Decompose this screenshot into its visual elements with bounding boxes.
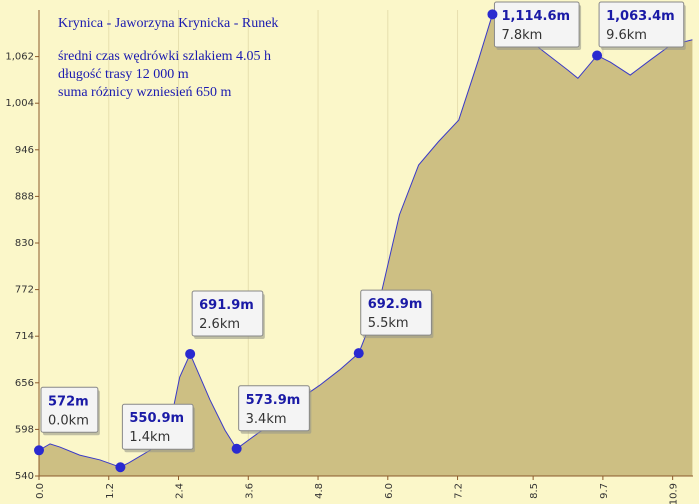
callout-distance: 1.4km bbox=[129, 430, 170, 445]
callout-value: 1,114.6m bbox=[501, 9, 570, 24]
point bbox=[185, 348, 196, 359]
callout-value: 572m bbox=[48, 394, 89, 409]
x-tick-label: 9.7 bbox=[599, 483, 610, 499]
x-tick-label: 2.4 bbox=[175, 483, 186, 499]
callout-box bbox=[360, 289, 432, 336]
callout-value: 573.9m bbox=[246, 393, 301, 408]
y-tick-label: 1,062 bbox=[5, 52, 34, 63]
info-line: długość trasy 12 000 m bbox=[58, 67, 189, 82]
callout: 692.9m 5.5km bbox=[360, 289, 434, 339]
callout-distance: 0.0km bbox=[48, 413, 89, 428]
y-tick-label: 946 bbox=[15, 145, 34, 156]
callout-value: 691.9m bbox=[199, 298, 254, 313]
point bbox=[231, 443, 242, 454]
callout-box bbox=[238, 385, 310, 432]
callout-box bbox=[121, 403, 194, 450]
callout-box bbox=[598, 1, 685, 48]
info-line: suma różnicy wzniesień 650 m bbox=[58, 85, 232, 100]
y-tick-label: 598 bbox=[15, 424, 34, 435]
y-tick-label: 656 bbox=[15, 378, 34, 389]
point bbox=[592, 50, 603, 61]
callout-distance: 9.6km bbox=[606, 28, 647, 43]
y-tick-label: 830 bbox=[15, 238, 34, 249]
x-tick-label: 4.8 bbox=[314, 483, 325, 499]
x-tick-label: 6.0 bbox=[384, 483, 395, 499]
callout: 572m 0.0km bbox=[40, 386, 100, 436]
area bbox=[39, 14, 693, 476]
y-tick-label: 540 bbox=[15, 471, 34, 482]
callout-distance: 3.4km bbox=[246, 412, 287, 427]
callout-distance: 2.6km bbox=[199, 317, 240, 332]
point bbox=[115, 462, 126, 473]
callout-value: 1,063.4m bbox=[606, 9, 675, 24]
info-line: średni czas wędrówki szlakiem 4.05 h bbox=[58, 49, 271, 64]
chart-title: Krynica - Jaworzyna Krynicka - Runek bbox=[58, 16, 278, 31]
point bbox=[353, 348, 364, 359]
y-tick-label: 714 bbox=[15, 331, 34, 342]
x-tick-label: 1.2 bbox=[105, 483, 116, 499]
callout-box bbox=[493, 1, 580, 48]
callout-value: 550.9m bbox=[129, 411, 184, 426]
callout-distance: 5.5km bbox=[368, 316, 409, 331]
x-tick-label: 10.9 bbox=[669, 483, 680, 504]
point bbox=[34, 445, 44, 456]
y-tick-label: 772 bbox=[15, 285, 34, 296]
callout: 1,063.4m 9.6km bbox=[598, 1, 686, 50]
callout-box bbox=[40, 386, 99, 433]
x-tick-label: 8.5 bbox=[529, 483, 540, 499]
callout-distance: 7.8km bbox=[501, 28, 542, 43]
callout-box bbox=[191, 290, 264, 337]
callout: 1,114.6m 7.8km bbox=[493, 1, 582, 50]
callout: 573.9m 3.4km bbox=[238, 385, 312, 434]
line bbox=[38, 13, 693, 468]
x-tick-label: 0.0 bbox=[35, 483, 46, 499]
callout: 550.9m 1.4km bbox=[121, 403, 196, 453]
callout: 691.9m 2.6km bbox=[191, 290, 265, 339]
y-tick-label: 888 bbox=[15, 191, 34, 202]
x-tick-label: 7.2 bbox=[454, 483, 465, 499]
point bbox=[487, 9, 498, 20]
y-tick-label: 1,004 bbox=[5, 98, 34, 109]
callout-value: 692.9m bbox=[368, 297, 423, 312]
x-tick-label: 3.6 bbox=[244, 483, 255, 499]
